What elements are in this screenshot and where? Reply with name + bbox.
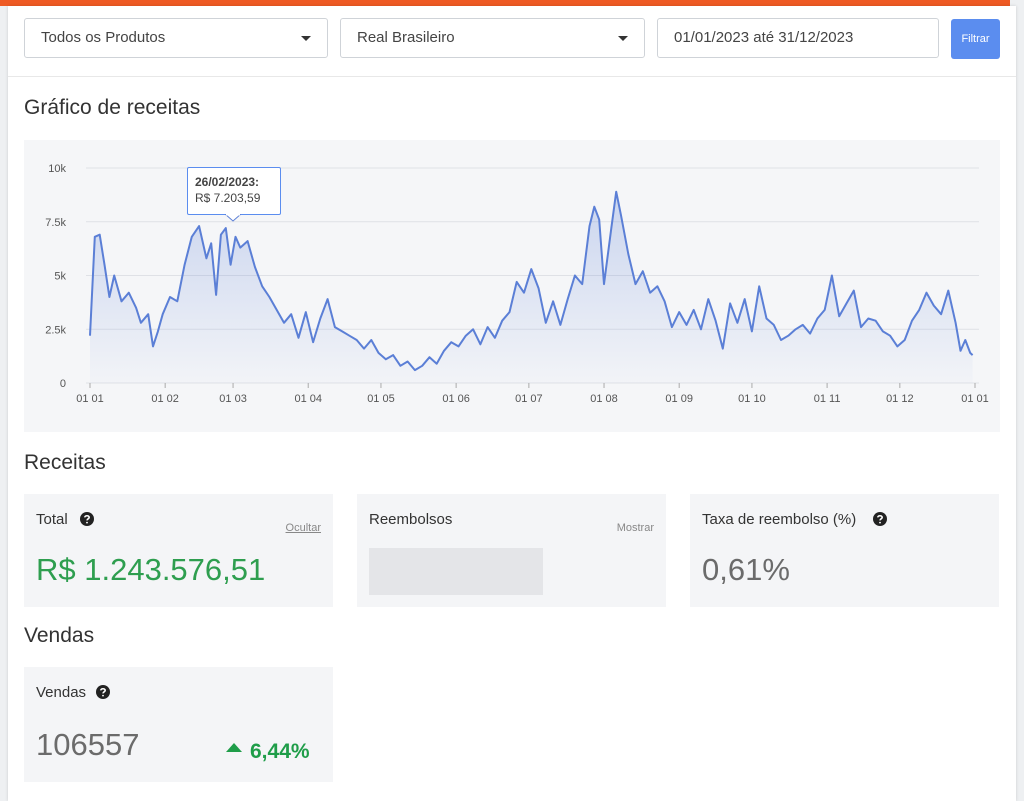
product-select[interactable]: Todos os Produtos [24, 18, 328, 58]
x-tick-label: 01 07 [515, 393, 543, 405]
refund-rate-value: 0,61% [702, 552, 790, 587]
date-range-input[interactable]: 01/01/2023 até 31/12/2023 [657, 18, 939, 58]
area-fill [90, 191, 973, 383]
hide-link[interactable]: Ocultar [285, 522, 321, 534]
section-title: Vendas [24, 624, 95, 647]
sales-change: 6,44% [250, 740, 310, 763]
help-icon[interactable] [96, 685, 110, 699]
dropdown-caret [301, 36, 311, 41]
tooltip: 26/02/2023: R$ 7.203,59 [187, 167, 281, 215]
x-tick-label: 01 12 [886, 393, 914, 405]
total-value: R$ 1.243.576,51 [36, 552, 266, 587]
x-tick-label: 01 03 [219, 393, 247, 405]
x-tick-label: 01 01 [961, 393, 989, 405]
x-tick-label: 01 10 [738, 393, 766, 405]
currency-select[interactable]: Real Brasileiro [340, 18, 645, 58]
tooltip-value: R$ 7.203,59 [195, 191, 261, 205]
chart: 0 2.5k 5k 7.5k 10k 01 01 01 02 01 03 01 04 01 05 0… [45, 163, 989, 405]
x-tick-label: 01 06 [442, 393, 470, 405]
refunds-card: Reembolsos Mostrar [357, 494, 666, 607]
card-label: Vendas [36, 684, 87, 701]
chart-area: 0 2.5k 5k 7.5k 10k 01 01 01 02 01 03 01 04 01 05 0… [24, 140, 1000, 432]
refund-rate-card: Taxa de reembolso (%) 0,61% [690, 494, 999, 607]
show-link[interactable]: Mostrar [616, 522, 654, 534]
filter-button[interactable]: Filtrar [951, 19, 1000, 59]
currency-select-text: Real Brasileiro [357, 29, 455, 46]
x-tick-label: 01 05 [367, 393, 395, 405]
y-tick-label: 7.5k [45, 217, 66, 229]
help-icon[interactable] [80, 512, 94, 526]
sales-value: 106557 [36, 727, 140, 762]
hidden-value-placeholder [369, 548, 543, 595]
card-label: Reembolsos [369, 511, 453, 528]
chart-title: Gráfico de receitas [24, 96, 201, 119]
help-icon[interactable] [873, 512, 887, 526]
x-tick-label: 01 08 [590, 393, 618, 405]
x-tick-label: 01 04 [294, 393, 322, 405]
tooltip-pointer [225, 214, 241, 222]
card-label: Taxa de reembolso (%) [702, 511, 857, 528]
line [89, 190, 974, 372]
x-tick-label: 01 09 [665, 393, 693, 405]
y-tick-label: 2.5k [45, 324, 66, 336]
tooltip-title: 26/02/2023: [195, 175, 260, 189]
top-bar [0, 0, 1010, 6]
separator [8, 76, 1016, 77]
trend-up-icon [226, 743, 242, 752]
y-tick-label: 0 [60, 378, 66, 390]
y-tick-label: 5k [54, 271, 66, 283]
dropdown-caret [618, 36, 628, 41]
section-title: Receitas [24, 451, 106, 474]
total-card: Total Ocultar R$ 1.243.576,51 [24, 494, 333, 607]
x-tick-label: 01 11 [814, 393, 841, 405]
y-tick-label: 10k [48, 163, 66, 175]
product-select-text: Todos os Produtos [41, 29, 166, 46]
sales-card: Vendas 106557 6,44% [24, 667, 333, 782]
x-tick-label: 01 02 [151, 393, 179, 405]
x-tick-label: 01 01 [76, 393, 104, 405]
date-range-text: 01/01/2023 até 31/12/2023 [674, 29, 854, 46]
card-label: Total [36, 511, 68, 528]
